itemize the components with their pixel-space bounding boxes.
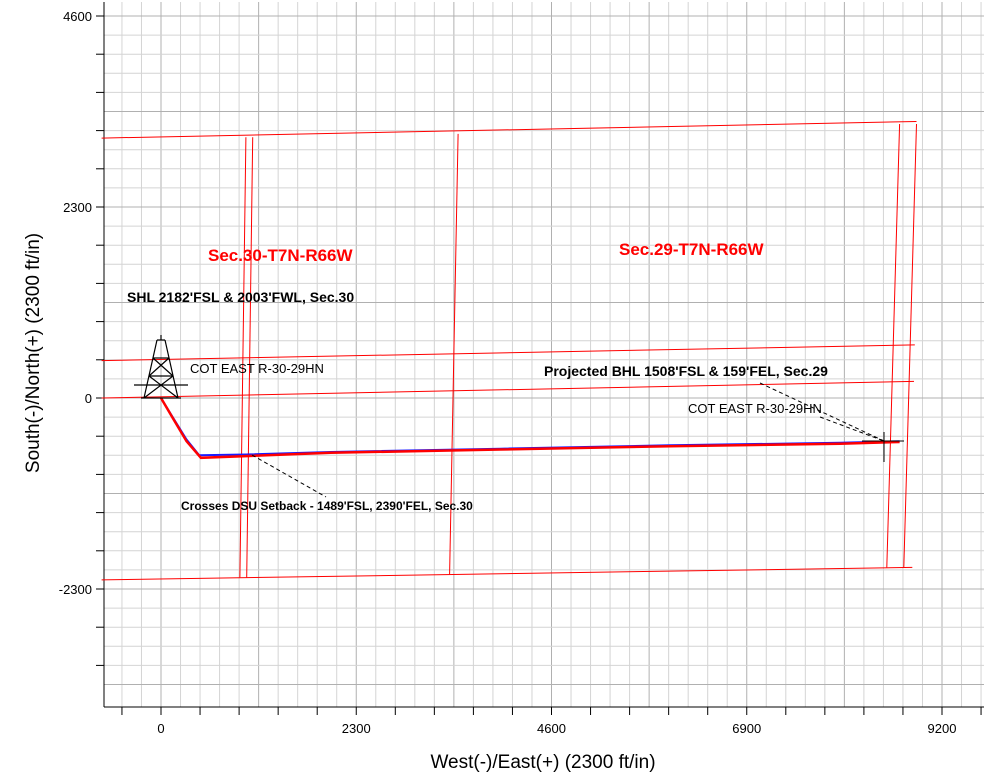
shl-label: SHL 2182'FSL & 2003'FWL, Sec.30 bbox=[127, 289, 354, 305]
section-line bbox=[101, 344, 915, 362]
cot-left-label: COT EAST R-30-29HN bbox=[190, 361, 324, 376]
x-axis-title: West(-)/East(+) (2300 ft/in) bbox=[430, 752, 655, 773]
drill-rig-icon bbox=[134, 335, 188, 399]
x-tick-label: 6900 bbox=[732, 721, 761, 736]
x-tick-label: 0 bbox=[157, 721, 164, 736]
bhl-leader-line bbox=[759, 382, 885, 442]
x-tick-label: 9200 bbox=[928, 721, 957, 736]
wellbore-line-red bbox=[159, 397, 900, 460]
axis-frame bbox=[96, 2, 984, 715]
grid bbox=[104, 2, 984, 707]
section-line bbox=[246, 137, 254, 578]
crosses-label: Crosses DSU Setback - 1489'FSL, 2390'FEL… bbox=[181, 499, 473, 513]
crosses-leader-line bbox=[251, 454, 327, 498]
section-line bbox=[101, 380, 915, 399]
section-line bbox=[101, 566, 913, 581]
section-line bbox=[239, 137, 247, 578]
wellbore-series bbox=[159, 397, 900, 460]
bhl-label: Projected BHL 1508'FSL & 159'FEL, Sec.29 bbox=[544, 363, 828, 379]
sec29-label: Sec.29-T7N-R66W bbox=[619, 240, 765, 259]
section-line bbox=[101, 121, 917, 139]
tick-labels: 0 2300 4600 6900 9200 -2300 0 2300 4600 bbox=[59, 9, 957, 736]
annotation-layer bbox=[134, 335, 904, 498]
y-axis-title: South(-)/North(+) (2300 ft/in) bbox=[23, 233, 44, 473]
y-tick-label: -2300 bbox=[59, 582, 92, 597]
y-tick-label: 4600 bbox=[63, 9, 92, 24]
section-lines bbox=[101, 121, 917, 581]
cot-right-label: COT EAST R-30-29HN bbox=[688, 401, 822, 416]
section-line bbox=[903, 123, 917, 568]
y-tick-label: 0 bbox=[85, 391, 92, 406]
x-tick-label: 4600 bbox=[537, 721, 566, 736]
section-line bbox=[886, 123, 901, 568]
cot-right-leader-line bbox=[819, 416, 885, 442]
sec30-label: Sec.30-T7N-R66W bbox=[208, 246, 354, 265]
y-tick-label: 2300 bbox=[63, 200, 92, 215]
x-tick-label: 2300 bbox=[342, 721, 371, 736]
section-line bbox=[449, 133, 459, 575]
